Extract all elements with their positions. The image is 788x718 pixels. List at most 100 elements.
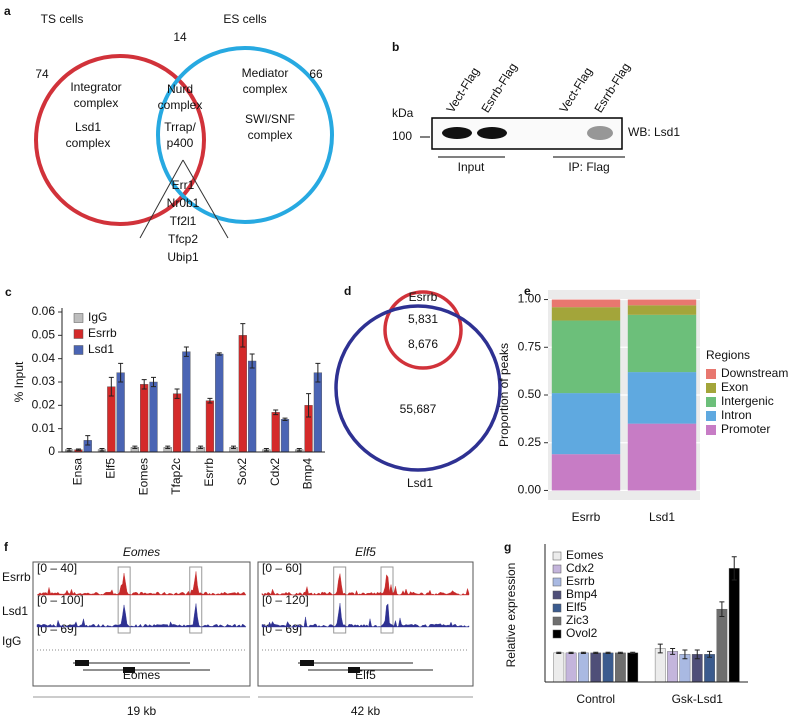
highlight <box>380 566 394 634</box>
error-bar <box>568 651 574 654</box>
legend-swatch <box>552 551 562 561</box>
bar <box>205 400 215 453</box>
complex-label: Trrap/ <box>164 120 196 134</box>
legend-label: Elf5 <box>566 600 587 614</box>
legend-label: Intron <box>721 408 752 422</box>
error-bar <box>249 353 255 369</box>
error-bar <box>580 651 586 654</box>
legend-swatch <box>552 577 562 587</box>
set-count: 66 <box>309 67 323 81</box>
error-bar <box>198 445 204 449</box>
legend-swatch <box>706 383 716 393</box>
venn-circle <box>383 290 463 370</box>
legend-swatch <box>552 564 562 574</box>
group-label: Input <box>458 160 485 174</box>
bar <box>728 568 740 683</box>
error-bar <box>694 649 700 660</box>
factor-label: Err1 <box>172 178 195 192</box>
set-title: ES cells <box>223 12 266 26</box>
x-tick-label: Esrrb <box>572 510 601 524</box>
bar <box>667 651 678 683</box>
panel-label: f <box>4 540 9 554</box>
error-bar <box>617 651 623 654</box>
x-tick-label: Lsd1 <box>649 510 675 524</box>
x-tick-label: Tfap2c <box>169 458 183 495</box>
error-bar <box>230 445 236 449</box>
x-tick-label: Bmp4 <box>301 458 315 490</box>
legend-label: Cdx2 <box>566 561 594 575</box>
set-count: 14 <box>173 30 187 44</box>
error-bar <box>216 352 222 356</box>
complex-label: Lsd1 <box>75 120 101 134</box>
bar-segment <box>627 299 697 306</box>
bar-segment <box>627 372 697 424</box>
legend-swatch <box>552 590 562 600</box>
error-bar <box>682 649 688 660</box>
locus-title: Elf5 <box>355 545 376 559</box>
lane-label: Vect-Flag <box>443 65 482 115</box>
error-bar <box>719 601 725 617</box>
group-label: IP: Flag <box>568 160 609 174</box>
highlight <box>117 566 131 634</box>
bar <box>704 654 715 683</box>
gene-label: Elf5 <box>355 668 376 682</box>
signal-track <box>261 603 470 628</box>
highlight <box>333 566 347 634</box>
factor-label: Tf2l1 <box>170 214 197 228</box>
track-range: [0 – 40] <box>37 561 77 575</box>
marker-label: 100 <box>392 129 412 143</box>
error-bar <box>165 445 171 449</box>
legend-swatch <box>706 369 716 379</box>
error-bar <box>273 409 279 416</box>
x-tick-label: Gsk-Lsd1 <box>672 692 724 706</box>
y-tick-label: 0.04 <box>32 351 56 365</box>
exon <box>300 660 314 666</box>
pointer-line <box>139 159 184 239</box>
error-bar <box>707 650 713 658</box>
venn-circle <box>156 46 334 224</box>
blot-band <box>477 127 507 139</box>
y-tick-label: 0.02 <box>32 398 56 412</box>
error-bar <box>174 388 180 399</box>
error-bar <box>306 393 312 418</box>
error-bar <box>296 448 302 452</box>
y-axis-title: % Input <box>12 361 26 402</box>
y-tick-label: 0.03 <box>32 374 56 388</box>
set-title: Lsd1 <box>407 476 433 490</box>
track-range: [0 – 120] <box>262 593 309 607</box>
y-axis-title: Relative expression <box>504 563 518 668</box>
error-bar <box>315 362 321 383</box>
factor-label: Nr0b1 <box>167 196 200 210</box>
signal-track <box>36 571 247 596</box>
error-bar <box>85 435 91 446</box>
bar <box>215 353 224 453</box>
blot-band <box>587 126 613 140</box>
legend-label: Ovol2 <box>566 626 598 640</box>
bar-segment <box>551 307 621 321</box>
legend-label: Exon <box>721 380 748 394</box>
bar <box>654 648 666 683</box>
x-tick-label: Esrrb <box>202 458 216 487</box>
overlap-count: 8,676 <box>408 337 438 351</box>
x-tick-label: Control <box>576 692 615 706</box>
error-bar <box>670 648 676 655</box>
gene-label: Eomes <box>123 668 160 682</box>
legend-label: Promoter <box>721 422 770 436</box>
error-bar <box>207 397 213 404</box>
error-bar <box>263 448 269 452</box>
panel-label: b <box>392 40 399 54</box>
panel-label: c <box>5 285 12 299</box>
bar <box>271 412 280 453</box>
bar-segment <box>627 423 697 491</box>
bar <box>140 384 149 453</box>
bar <box>313 372 322 453</box>
factor-label: Tfcp2 <box>168 232 198 246</box>
bar <box>248 360 257 453</box>
complex-label: Mediator <box>242 66 289 80</box>
error-bar <box>556 651 562 654</box>
bar <box>238 335 247 453</box>
lane-label: Esrrb-Flag <box>478 60 520 115</box>
bar <box>116 372 125 453</box>
error-bar <box>132 445 138 449</box>
track-label: Lsd1 <box>2 604 28 618</box>
